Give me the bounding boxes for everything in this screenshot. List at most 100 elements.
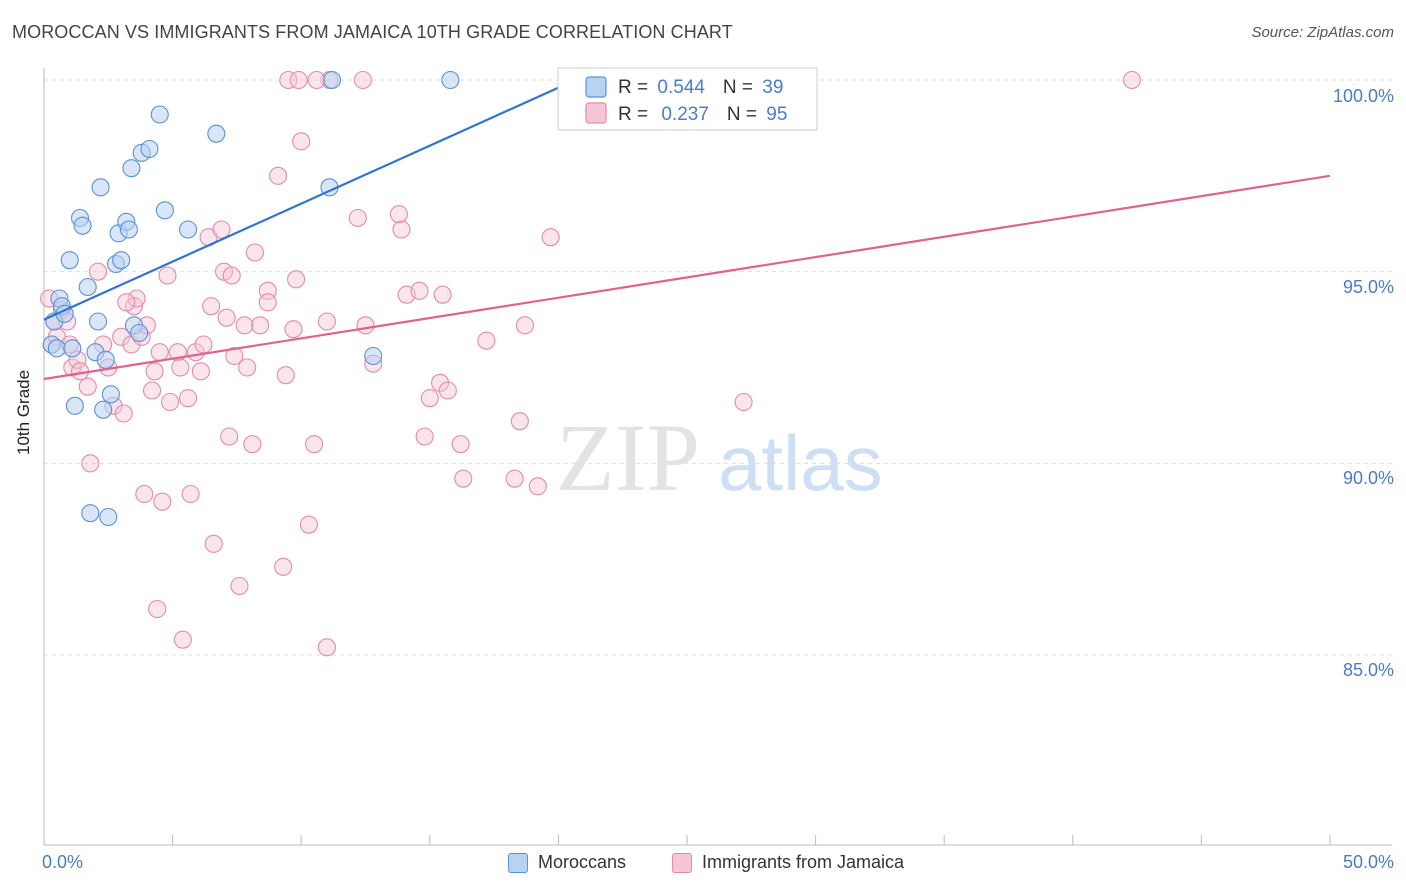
point-jamaica xyxy=(299,515,318,534)
point-moroccans xyxy=(207,124,226,143)
point-jamaica xyxy=(317,312,336,331)
legend-n-value: 95 xyxy=(766,104,787,125)
point-jamaica xyxy=(420,389,439,408)
point-jamaica xyxy=(287,270,306,289)
series-jamaica-points xyxy=(40,70,1142,657)
point-jamaica xyxy=(356,316,375,335)
point-jamaica xyxy=(505,469,524,488)
legend-r-value: 0.237 xyxy=(661,104,709,125)
point-jamaica xyxy=(279,70,298,90)
legend-item-moroccans: Moroccans xyxy=(508,852,626,873)
legend-label-jamaica: Immigrants from Jamaica xyxy=(702,852,905,872)
point-jamaica xyxy=(528,477,547,496)
y-tick-label: 100.0% xyxy=(1332,86,1394,106)
point-jamaica xyxy=(88,262,108,281)
point-moroccans xyxy=(96,350,115,369)
legend-n-label: N = xyxy=(727,104,762,125)
point-jamaica xyxy=(238,358,257,377)
trend-line-jamaica xyxy=(43,174,1331,381)
point-jamaica xyxy=(135,484,154,504)
point-jamaica xyxy=(220,427,239,446)
point-jamaica xyxy=(142,381,162,400)
chart-title: MOROCCAN VS IMMIGRANTS FROM JAMAICA 10TH… xyxy=(12,22,733,42)
x-tick-max: 50.0% xyxy=(1342,852,1394,872)
point-moroccans xyxy=(364,346,383,366)
trend-lines xyxy=(43,80,1331,381)
point-jamaica xyxy=(510,412,529,431)
legend-swatch-moroccans xyxy=(508,852,528,873)
point-jamaica xyxy=(194,335,213,354)
legend-r-label: R = xyxy=(618,77,653,98)
point-jamaica xyxy=(181,484,200,504)
point-moroccans xyxy=(88,312,108,331)
legend-n-label: N = xyxy=(723,77,758,98)
point-jamaica xyxy=(78,377,97,396)
point-moroccans xyxy=(155,201,174,220)
point-jamaica xyxy=(289,70,308,90)
point-jamaica xyxy=(245,243,264,262)
point-jamaica xyxy=(515,316,535,335)
point-moroccans xyxy=(81,504,100,523)
legend-item-jamaica: Immigrants from Jamaica xyxy=(672,852,904,873)
watermark-atlas: atlas xyxy=(718,419,883,507)
point-jamaica xyxy=(204,534,223,553)
point-jamaica xyxy=(150,343,169,362)
point-moroccans xyxy=(101,385,120,404)
point-moroccans xyxy=(63,339,82,358)
point-jamaica xyxy=(477,331,496,350)
point-jamaica xyxy=(317,638,336,657)
trend-line-moroccans xyxy=(43,80,572,321)
watermark: ZIP atlas xyxy=(556,404,883,511)
point-jamaica xyxy=(410,281,429,300)
point-jamaica xyxy=(541,228,560,247)
point-moroccans xyxy=(91,178,110,197)
point-jamaica xyxy=(392,220,411,239)
legend-r-label: R = xyxy=(618,104,653,125)
point-jamaica xyxy=(117,293,136,312)
axis-layer xyxy=(43,68,1392,846)
point-moroccans xyxy=(441,70,460,90)
point-jamaica xyxy=(438,381,457,400)
source-label: Source: ZipAtlas.com xyxy=(1251,24,1394,41)
point-jamaica xyxy=(81,454,100,473)
point-moroccans xyxy=(178,220,198,239)
point-jamaica xyxy=(217,308,236,327)
point-jamaica xyxy=(145,362,164,381)
bottom-legend: Moroccans Immigrants from Jamaica xyxy=(0,852,1406,878)
point-jamaica xyxy=(415,427,434,446)
point-jamaica xyxy=(250,316,270,335)
point-jamaica xyxy=(433,285,452,304)
point-jamaica xyxy=(173,630,192,649)
point-jamaica xyxy=(158,266,177,285)
x-tick-min: 0.0% xyxy=(42,852,84,872)
y-tick-label: 95.0% xyxy=(1342,277,1394,297)
point-moroccans xyxy=(112,251,131,270)
point-jamaica xyxy=(307,70,326,90)
point-moroccans xyxy=(94,400,113,419)
legend-swatch-moroccans xyxy=(585,76,607,98)
legend-swatch-jamaica xyxy=(585,102,607,124)
y-tick-label: 90.0% xyxy=(1342,468,1394,488)
point-jamaica xyxy=(243,435,262,454)
point-jamaica xyxy=(258,293,277,312)
point-jamaica xyxy=(202,297,221,316)
point-moroccans xyxy=(119,220,138,239)
point-jamaica xyxy=(276,366,295,385)
point-jamaica xyxy=(353,70,372,90)
point-jamaica xyxy=(178,389,198,408)
point-moroccans xyxy=(150,105,169,124)
point-jamaica xyxy=(348,208,367,228)
point-jamaica xyxy=(274,557,293,576)
legend-n-value: 39 xyxy=(762,77,783,98)
point-jamaica xyxy=(160,392,180,412)
legend-box: R = 0.544 N = 39 R = 0.237 N = 95 xyxy=(557,67,818,131)
point-jamaica xyxy=(230,576,249,596)
point-jamaica xyxy=(127,289,146,308)
point-jamaica xyxy=(389,205,408,224)
point-jamaica xyxy=(191,362,210,381)
point-jamaica xyxy=(112,327,131,346)
legend-label-moroccans: Moroccans xyxy=(538,852,627,872)
point-jamaica xyxy=(305,435,324,454)
